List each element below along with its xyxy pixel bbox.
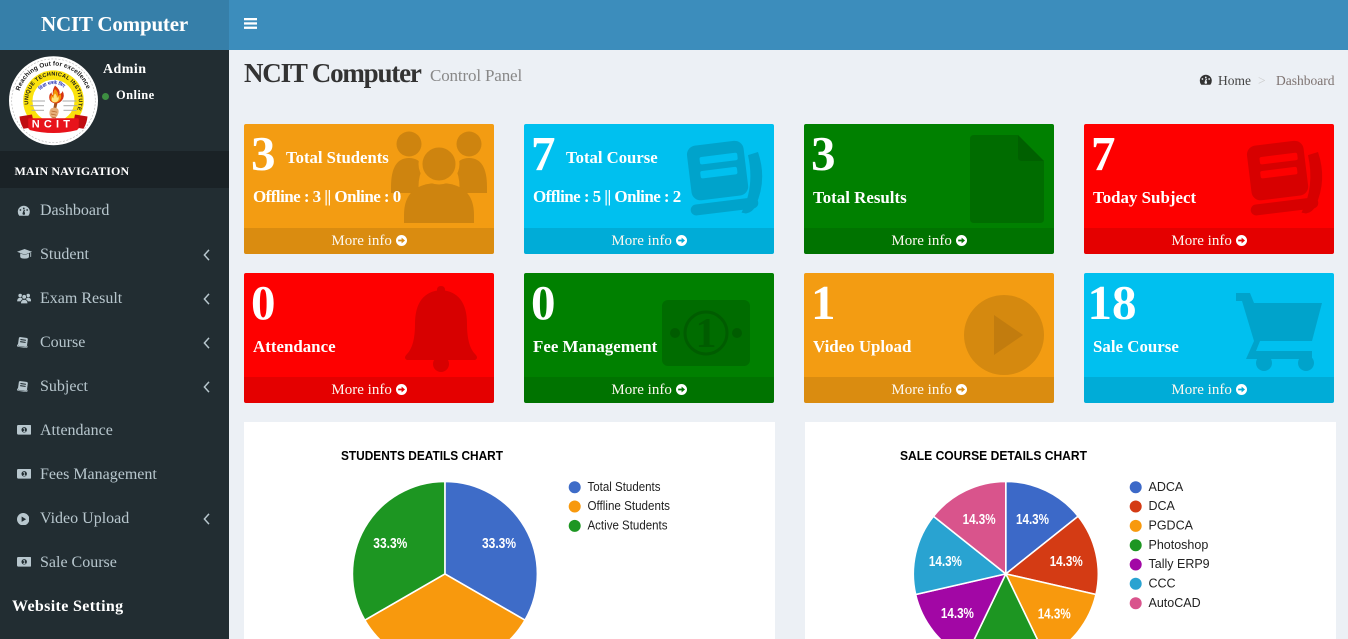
svg-text:ADCA: ADCA xyxy=(1149,480,1184,494)
svg-text:AutoCAD: AutoCAD xyxy=(1149,596,1201,610)
svg-text:Offline Students: Offline Students xyxy=(588,499,671,513)
svg-text:STUDENTS DEATILS CHART: STUDENTS DEATILS CHART xyxy=(341,449,503,463)
svg-text:14.3%: 14.3% xyxy=(941,606,974,622)
svg-text:33.3%: 33.3% xyxy=(482,536,516,552)
svg-text:1: 1 xyxy=(23,472,26,478)
svg-text:14.3%: 14.3% xyxy=(1016,512,1049,528)
svg-text:PGDCA: PGDCA xyxy=(1149,519,1194,533)
svg-text:DCA: DCA xyxy=(1149,499,1176,513)
svg-text:14.3%: 14.3% xyxy=(1050,554,1083,570)
svg-text:1: 1 xyxy=(23,428,26,434)
svg-text:Total Students: Total Students xyxy=(588,480,661,494)
svg-text:1: 1 xyxy=(696,311,717,357)
svg-text:NCIT: NCIT xyxy=(32,118,74,130)
svg-text:14.3%: 14.3% xyxy=(929,554,962,570)
svg-text:Photoshop: Photoshop xyxy=(1149,538,1209,552)
svg-text:14.3%: 14.3% xyxy=(963,512,996,528)
svg-text:Tally ERP9: Tally ERP9 xyxy=(1149,557,1210,571)
svg-text:33.3%: 33.3% xyxy=(373,536,407,552)
svg-text:14.3%: 14.3% xyxy=(1038,607,1071,623)
svg-text:Active Students: Active Students xyxy=(588,519,668,533)
svg-text:1: 1 xyxy=(23,560,26,566)
svg-text:CCC: CCC xyxy=(1149,576,1176,590)
svg-text:SALE COURSE DETAILS CHART: SALE COURSE DETAILS CHART xyxy=(900,449,1087,463)
